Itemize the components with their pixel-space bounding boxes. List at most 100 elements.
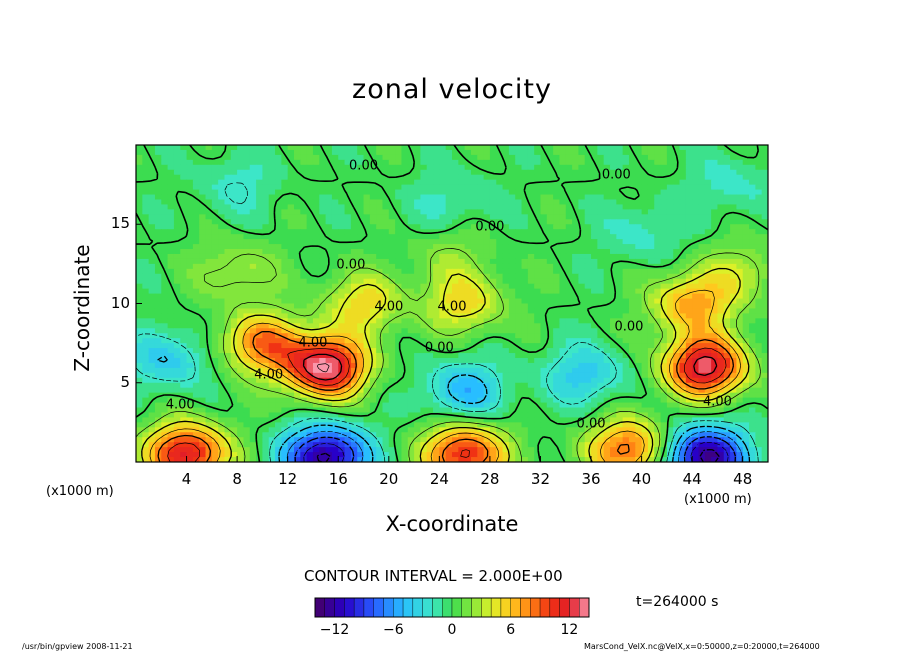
field-cell [154, 149, 162, 156]
field-cell [508, 288, 516, 295]
field-cell [679, 323, 687, 329]
field-cell [578, 219, 586, 225]
field-cell [136, 189, 143, 196]
field-cell [369, 298, 377, 305]
field-cell [433, 189, 440, 196]
field-cell [369, 343, 377, 349]
field-cell [654, 313, 662, 319]
field-cell [489, 338, 497, 344]
field-cell [749, 278, 756, 285]
field-cell [470, 169, 478, 176]
field-cell [603, 234, 611, 240]
field-cell [723, 377, 731, 384]
field-cell [515, 283, 523, 290]
field-cell [452, 164, 459, 171]
field-cell [515, 338, 523, 344]
field-cell [338, 184, 346, 191]
field-cell [458, 145, 466, 151]
field-cell [584, 149, 592, 156]
field-cell [180, 229, 188, 235]
field-cell [584, 318, 592, 324]
field-cell [761, 263, 768, 270]
field-cell [704, 224, 712, 230]
field-cell [641, 249, 649, 255]
field-cell [755, 367, 763, 374]
field-cell [553, 353, 561, 359]
field-cell [205, 164, 213, 171]
field-cell [452, 298, 459, 305]
field-cell [692, 372, 700, 379]
field-cell [268, 382, 276, 389]
field-cell [635, 343, 643, 349]
field-cell [527, 273, 535, 280]
field-cell [243, 174, 251, 181]
field-cell [654, 278, 662, 285]
field-cell [546, 169, 554, 176]
field-cell [275, 149, 282, 156]
field-cell [464, 154, 472, 161]
field-cell [363, 303, 371, 310]
field-cell [458, 338, 466, 344]
field-cell [312, 194, 320, 201]
field-cell [610, 283, 617, 290]
field-cell [331, 357, 339, 364]
field-cell [167, 219, 175, 225]
field-cell [464, 194, 472, 201]
field-cell [761, 323, 768, 329]
field-cell [742, 328, 750, 334]
field-cell [761, 333, 768, 339]
field-cell [142, 184, 150, 191]
field-cell [294, 283, 301, 290]
field-cell [395, 273, 403, 280]
field-cell [489, 372, 497, 379]
field-cell [426, 249, 434, 255]
field-cell [433, 268, 440, 275]
field-cell [628, 263, 636, 270]
field-cell [357, 303, 365, 310]
field-cell [641, 199, 649, 206]
field-cell [319, 184, 327, 191]
field-cell [628, 159, 636, 166]
field-cell [224, 164, 232, 171]
field-cell [464, 174, 472, 181]
field-cell [755, 343, 763, 349]
field-cell [603, 229, 611, 235]
field-cell [357, 357, 365, 364]
field-cell [414, 278, 421, 285]
field-cell [647, 362, 655, 369]
field-cell [180, 258, 188, 265]
field-cell [628, 234, 636, 240]
field-cell [306, 204, 314, 210]
field-cell [477, 194, 485, 201]
field-cell [553, 367, 561, 374]
field-cell [723, 174, 731, 181]
field-cell [161, 209, 169, 215]
field-cell [635, 224, 643, 230]
field-cell [300, 169, 308, 176]
field-cell [312, 313, 320, 319]
field-cell [439, 159, 447, 166]
field-cell [414, 357, 421, 364]
field-cell [628, 199, 636, 206]
field-cell [306, 273, 314, 280]
field-cell [256, 323, 263, 329]
field-cell [540, 328, 548, 334]
field-cell [477, 283, 485, 290]
field-cell [761, 159, 768, 166]
field-cell [395, 348, 403, 354]
field-cell [205, 293, 213, 300]
field-cell [749, 169, 756, 176]
field-cell [180, 174, 188, 181]
field-cell [458, 303, 466, 310]
field-cell [338, 333, 346, 339]
field-cell [591, 313, 598, 319]
field-cell [711, 224, 719, 230]
field-cell [508, 273, 516, 280]
field-cell [205, 224, 213, 230]
field-cell [211, 199, 219, 206]
field-cell [199, 313, 207, 319]
field-cell [173, 357, 181, 364]
field-cell [584, 323, 592, 329]
field-cell [515, 263, 523, 270]
field-cell [597, 258, 605, 265]
